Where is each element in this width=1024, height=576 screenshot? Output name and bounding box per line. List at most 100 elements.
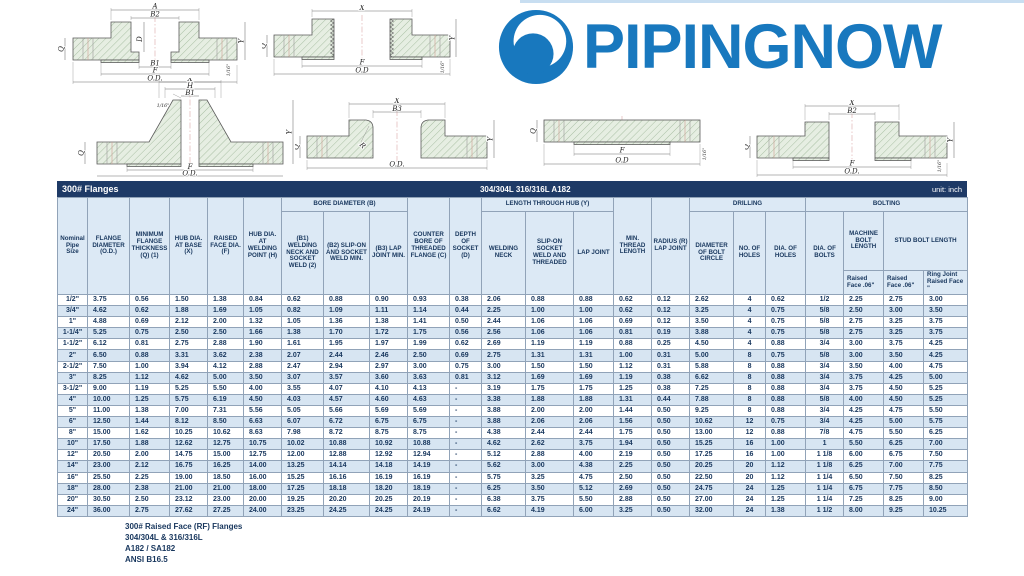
value-cell: 5.50 [843,438,885,451]
value-cell: 0.88 [129,349,170,362]
value-cell: 15.25 [689,438,735,451]
value-cell: - [449,449,483,462]
value-cell: 0.38 [651,371,691,384]
value-cell: 6.00 [843,449,885,462]
value-cell: - [449,393,483,406]
value-cell: 4.07 [323,382,370,395]
pipe-size-cell: 24" [57,504,88,517]
value-cell: 1.11 [368,305,409,318]
value-cell: 0.12 [651,293,691,307]
value-cell: 2.25 [613,460,653,473]
table-row: 16" 25.50 2.25 19.00 18.50 16.00 15.25 16.16 16.… [57,471,969,484]
value-cell: 10.00 [87,393,130,406]
value-cell: 6.25 [481,482,527,495]
value-cell: 3/4 [805,371,845,384]
value-cell: 2.50 [407,349,451,362]
value-cell: 0.75 [765,327,807,340]
value-cell: 0.88 [323,293,370,307]
value-cell: 7.31 [207,404,244,418]
value-cell: - [449,471,483,484]
value-cell: 5.62 [481,460,527,473]
value-cell: 1.19 [613,371,653,384]
value-cell: 1.94 [613,438,653,451]
value-cell: 2.19 [613,449,653,462]
value-cell: 16.16 [323,471,370,484]
table-row: 1-1/4" 5.25 0.75 2.50 2.50 1.66 1.38 1.70 1.72 1.… [57,327,969,340]
value-cell: 4.25 [923,349,969,362]
value-cell: 4.75 [923,360,969,373]
value-cell: 3/4 [805,338,845,351]
value-cell: 2.00 [207,316,244,329]
dim-label: Q [530,128,538,134]
value-cell: 7.75 [883,482,925,495]
value-cell: 0.88 [525,293,575,307]
value-cell: 25.50 [87,471,130,484]
col-header-od: FLANGE DIAMETER (O.D.) [87,197,130,295]
value-cell: 5.12 [573,482,615,495]
col-header-stud-bolt: STUD BOLT LENGTH [883,211,969,271]
group-header-bolting: BOLTING [805,197,969,212]
dim-label: Y [449,34,457,40]
value-cell: 1.88 [573,393,615,406]
value-cell: 8.25 [87,371,130,384]
value-cell: 3.25 [883,327,925,340]
value-cell: 4.88 [87,316,130,329]
value-cell: 6.25 [923,427,969,440]
value-cell: 0.88 [765,360,807,373]
value-cell: 3.75 [883,338,925,351]
value-cell: 4.63 [407,393,451,406]
value-cell: 8 [733,349,767,362]
value-cell: 4.62 [481,438,527,451]
value-cell: 6.12 [87,338,130,351]
value-cell: 3/4 [805,360,845,373]
value-cell: 8 [733,404,767,418]
value-cell: 3.62 [207,349,244,362]
socket-weld-flange-drawing: A B2 D B1 F O.D. Q Y 1/16" [57,2,246,84]
value-cell: 2.50 [843,305,885,318]
value-cell: 5.69 [407,404,451,418]
value-cell: 0.62 [765,293,807,307]
value-cell: 5/8 [805,327,845,340]
value-cell: 4.25 [843,404,885,418]
value-cell: 20.20 [323,493,370,506]
value-cell: 6.19 [207,393,244,406]
value-cell: 0.88 [765,427,807,440]
value-cell: 1.88 [525,393,575,406]
value-cell: 1.61 [281,338,324,351]
value-cell: 1.25 [765,482,807,495]
value-cell: 10.25 [923,504,969,517]
value-cell: 4.60 [368,393,409,406]
col-header-radius-lap: RADIUS (R) LAP JOINT [651,197,691,295]
value-cell: 3.31 [169,349,208,362]
value-cell: 22.50 [689,471,735,484]
table-row: 3/4" 4.62 0.62 1.88 1.69 1.05 0.82 1.09 1.11 1.14… [57,305,969,318]
value-cell: 20.25 [689,460,735,473]
pipe-size-cell: 1-1/4" [57,327,88,340]
value-cell: 3.75 [573,438,615,451]
value-cell: 1.69 [207,305,244,318]
table-row: 10" 17.50 1.88 12.62 12.75 10.75 10.02 10.88 10.… [57,438,969,451]
col-header-machine-rf: Raised Face .06" [843,270,885,295]
pipe-size-cell: 3/4" [57,305,88,318]
value-cell: 1.38 [281,327,324,340]
value-cell: 2.12 [129,460,170,473]
value-cell: 1.19 [525,338,575,351]
value-cell: - [449,504,483,517]
value-cell: 0.88 [765,382,807,395]
value-cell: 2.38 [129,482,170,495]
value-cell: 0.62 [281,293,324,307]
table-row: 1-1/2" 6.12 0.81 2.75 2.88 1.90 1.61 1.95 1.97 1.… [57,338,969,351]
flange-spec-table-section: 300# Flanges 304/304L 316/316L A182 unit… [57,181,969,517]
value-cell: 7.00 [923,438,969,451]
value-cell: 2.44 [525,427,575,440]
value-cell: 1.25 [129,393,170,406]
value-cell: 2.69 [481,338,527,351]
value-cell: 7.50 [923,449,969,462]
pipingnow-logo: PIPINGNOW [497,8,943,86]
col-header-min-thread: MIN. THREAD LENGTH [613,197,653,295]
value-cell: 4 [733,293,767,307]
col-header-stud-rf: Raised Face .06" [883,270,925,295]
value-cell: 1.62 [129,427,170,440]
dim-label: X [849,100,856,107]
col-header-hub-base: HUB DIA. AT BASE (X) [169,197,208,295]
